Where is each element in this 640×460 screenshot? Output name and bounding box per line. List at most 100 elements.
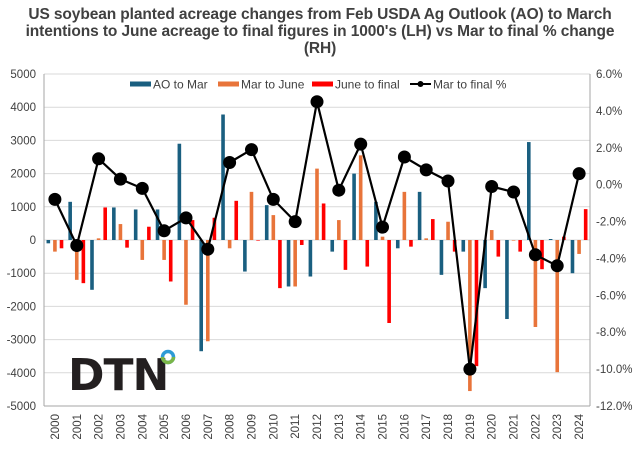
bar-june-to-final-2021 bbox=[518, 240, 522, 252]
bar-june-to-final-2022 bbox=[540, 240, 544, 270]
point-mar-to-final-pct-2011 bbox=[288, 215, 302, 229]
legend-swatch bbox=[312, 81, 333, 87]
x-tick: 2006 bbox=[181, 414, 193, 440]
x-tick: 2004 bbox=[137, 413, 149, 439]
bar-june-to-final-2009 bbox=[256, 240, 260, 241]
bar-ao-to-mar-2001 bbox=[68, 201, 72, 240]
dtn-logo-text: DTN bbox=[68, 350, 168, 401]
point-mar-to-final-pct-2019 bbox=[463, 362, 477, 376]
point-mar-to-final-pct-2023 bbox=[550, 259, 564, 273]
legend-label: June to final bbox=[335, 78, 400, 92]
bar-mar-to-june-2006 bbox=[184, 240, 188, 305]
x-tick: 2009 bbox=[246, 414, 258, 440]
x-tick: 2011 bbox=[290, 414, 302, 439]
point-mar-to-final-pct-2020 bbox=[485, 180, 499, 193]
point-mar-to-final-pct-2008 bbox=[223, 156, 237, 169]
bar-june-to-final-2003 bbox=[125, 240, 129, 248]
y-tick-right: 6.0% bbox=[596, 69, 622, 81]
bar-june-to-final-2024 bbox=[583, 209, 588, 240]
bar-june-to-final-2020 bbox=[496, 240, 501, 257]
dtn-logo-ring-green bbox=[160, 356, 176, 365]
bar-mar-to-june-2022 bbox=[533, 240, 538, 327]
legend-label: Mar to final % bbox=[433, 78, 507, 92]
y-tick-left: 3000 bbox=[10, 135, 36, 147]
bar-mar-to-june-2002 bbox=[96, 238, 101, 240]
dtn-logo: DTN bbox=[68, 349, 176, 401]
bar-june-to-final-2008 bbox=[234, 200, 239, 240]
bar-ao-to-mar-2006 bbox=[177, 143, 182, 240]
x-tick: 2014 bbox=[356, 413, 368, 439]
bar-mar-to-june-2000 bbox=[53, 240, 57, 252]
bar-mar-to-june-2018 bbox=[446, 221, 450, 240]
point-mar-to-final-pct-2009 bbox=[245, 143, 258, 157]
y-tick-right: -10.0% bbox=[596, 364, 632, 376]
bar-june-to-final-2000 bbox=[59, 240, 64, 249]
point-mar-to-final-pct-2004 bbox=[135, 181, 149, 195]
bar-mar-to-june-2016 bbox=[402, 191, 407, 240]
x-tick: 2018 bbox=[443, 414, 455, 440]
bar-mar-to-june-2015 bbox=[380, 236, 385, 240]
x-tick: 2017 bbox=[421, 414, 433, 440]
point-mar-to-final-pct-2000 bbox=[48, 192, 62, 206]
bar-june-to-final-2010 bbox=[278, 240, 282, 289]
legend: AO to Mar Mar to June June to final Mar to … bbox=[130, 78, 507, 92]
bar-ao-to-mar-2024 bbox=[570, 240, 575, 274]
bar-ao-to-mar-2002 bbox=[90, 240, 94, 290]
y-tick-right: -12.0% bbox=[596, 401, 632, 413]
point-mar-to-final-pct-2003 bbox=[113, 172, 127, 186]
x-tick: 2022 bbox=[530, 414, 542, 440]
point-mar-to-final-pct-2012 bbox=[310, 95, 324, 109]
bar-june-to-final-2005 bbox=[168, 240, 173, 282]
point-mar-to-final-pct-2022 bbox=[528, 248, 542, 262]
y-tick-right: -8.0% bbox=[596, 327, 626, 339]
point-mar-to-final-pct-2010 bbox=[266, 192, 280, 206]
x-tick: 2019 bbox=[465, 414, 477, 440]
bar-ao-to-mar-2018 bbox=[439, 240, 444, 275]
legend-label: AO to Mar bbox=[153, 78, 208, 92]
y-tick-left: 2000 bbox=[10, 169, 36, 181]
point-mar-to-final-pct-2018 bbox=[441, 174, 455, 188]
bar-ao-to-mar-2017 bbox=[417, 191, 422, 240]
point-mar-to-final-pct-2006 bbox=[179, 211, 193, 225]
axes bbox=[43, 74, 591, 407]
x-tick: 2000 bbox=[50, 414, 62, 440]
bar-june-to-final-2016 bbox=[409, 240, 413, 247]
bar-ao-to-mar-2004 bbox=[133, 209, 138, 240]
legend-item-mar-to-june: Mar to June bbox=[218, 78, 305, 92]
bar-mar-to-june-2005 bbox=[162, 240, 166, 260]
point-mar-to-final-pct-2014 bbox=[354, 137, 368, 151]
bar-june-to-final-2013 bbox=[343, 240, 348, 270]
x-tick: 2003 bbox=[115, 414, 127, 440]
y-tick-left: -2000 bbox=[7, 301, 36, 313]
chart-title: US soybean planted acreage changes from … bbox=[25, 6, 615, 57]
bar-mar-to-june-2001 bbox=[74, 240, 79, 280]
bar-mar-to-june-2003 bbox=[118, 224, 123, 240]
x-tick: 2024 bbox=[574, 413, 586, 439]
tick-labels: 5000 4000 3000 2000 1000 0 -1000 -2000 -3000 -400… bbox=[7, 69, 633, 440]
y-tick-right: 0.0% bbox=[596, 180, 622, 192]
point-mar-to-final-pct-2024 bbox=[572, 167, 586, 181]
x-tick: 2021 bbox=[509, 414, 521, 440]
x-tick: 2002 bbox=[94, 414, 106, 440]
bar-ao-to-mar-2012 bbox=[308, 240, 313, 277]
y-tick-left: -4000 bbox=[7, 368, 36, 380]
bar-ao-to-mar-2021 bbox=[505, 240, 509, 320]
bar-mar-to-june-2004 bbox=[140, 240, 145, 260]
bar-ao-to-mar-2020 bbox=[483, 240, 487, 289]
point-mar-to-final-pct-2015 bbox=[376, 220, 389, 234]
point-mar-to-final-pct-2021 bbox=[507, 185, 521, 199]
bar-mar-to-june-2024 bbox=[577, 240, 581, 254]
x-tick: 2010 bbox=[268, 414, 280, 440]
bar-june-to-final-2006 bbox=[190, 220, 195, 240]
bar-mar-to-june-2009 bbox=[249, 191, 254, 240]
bar-ao-to-mar-2003 bbox=[112, 207, 116, 240]
y-tick-left: 1000 bbox=[10, 202, 36, 214]
bar-june-to-final-2019 bbox=[474, 240, 479, 367]
bar-ao-to-mar-2011 bbox=[286, 240, 291, 287]
y-tick-left: 0 bbox=[30, 235, 36, 247]
point-mar-to-final-pct-2002 bbox=[92, 152, 106, 166]
y-tick-left: 5000 bbox=[10, 69, 36, 81]
x-tick: 2013 bbox=[334, 414, 346, 440]
bar-mar-to-june-2014 bbox=[358, 155, 363, 240]
